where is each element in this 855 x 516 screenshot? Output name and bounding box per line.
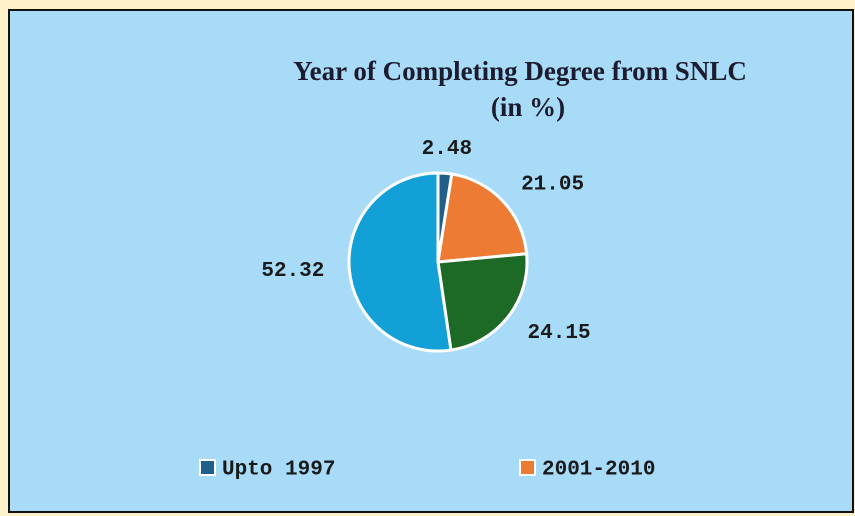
data-label: 2.48 xyxy=(422,138,472,161)
pie-slice xyxy=(436,252,529,352)
pie-slice xyxy=(347,171,453,353)
data-label: 52.32 xyxy=(261,260,324,283)
legend-swatch xyxy=(199,459,216,476)
chart-subtitle: (in %) xyxy=(491,92,565,122)
legend-label: Upto 1997 xyxy=(222,459,335,482)
pie-slice xyxy=(436,172,529,264)
chart-title: Year of Completing Degree from SNLC xyxy=(293,56,747,86)
data-label: 21.05 xyxy=(521,174,584,197)
data-label: 24.15 xyxy=(528,322,591,345)
legend-label: 2001-2010 xyxy=(542,459,655,482)
legend-swatch xyxy=(519,459,536,476)
